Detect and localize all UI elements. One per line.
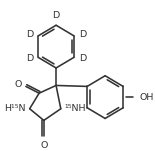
Text: D: D	[26, 54, 33, 63]
Text: O: O	[40, 141, 47, 150]
Text: D: D	[52, 11, 60, 20]
Text: H¹⁵N: H¹⁵N	[4, 104, 26, 113]
Text: ¹⁵NH: ¹⁵NH	[65, 104, 86, 113]
Text: D: D	[79, 54, 86, 63]
Text: OH: OH	[139, 93, 153, 102]
Text: D: D	[26, 31, 33, 39]
Text: D: D	[79, 31, 86, 39]
Text: O: O	[15, 80, 22, 89]
